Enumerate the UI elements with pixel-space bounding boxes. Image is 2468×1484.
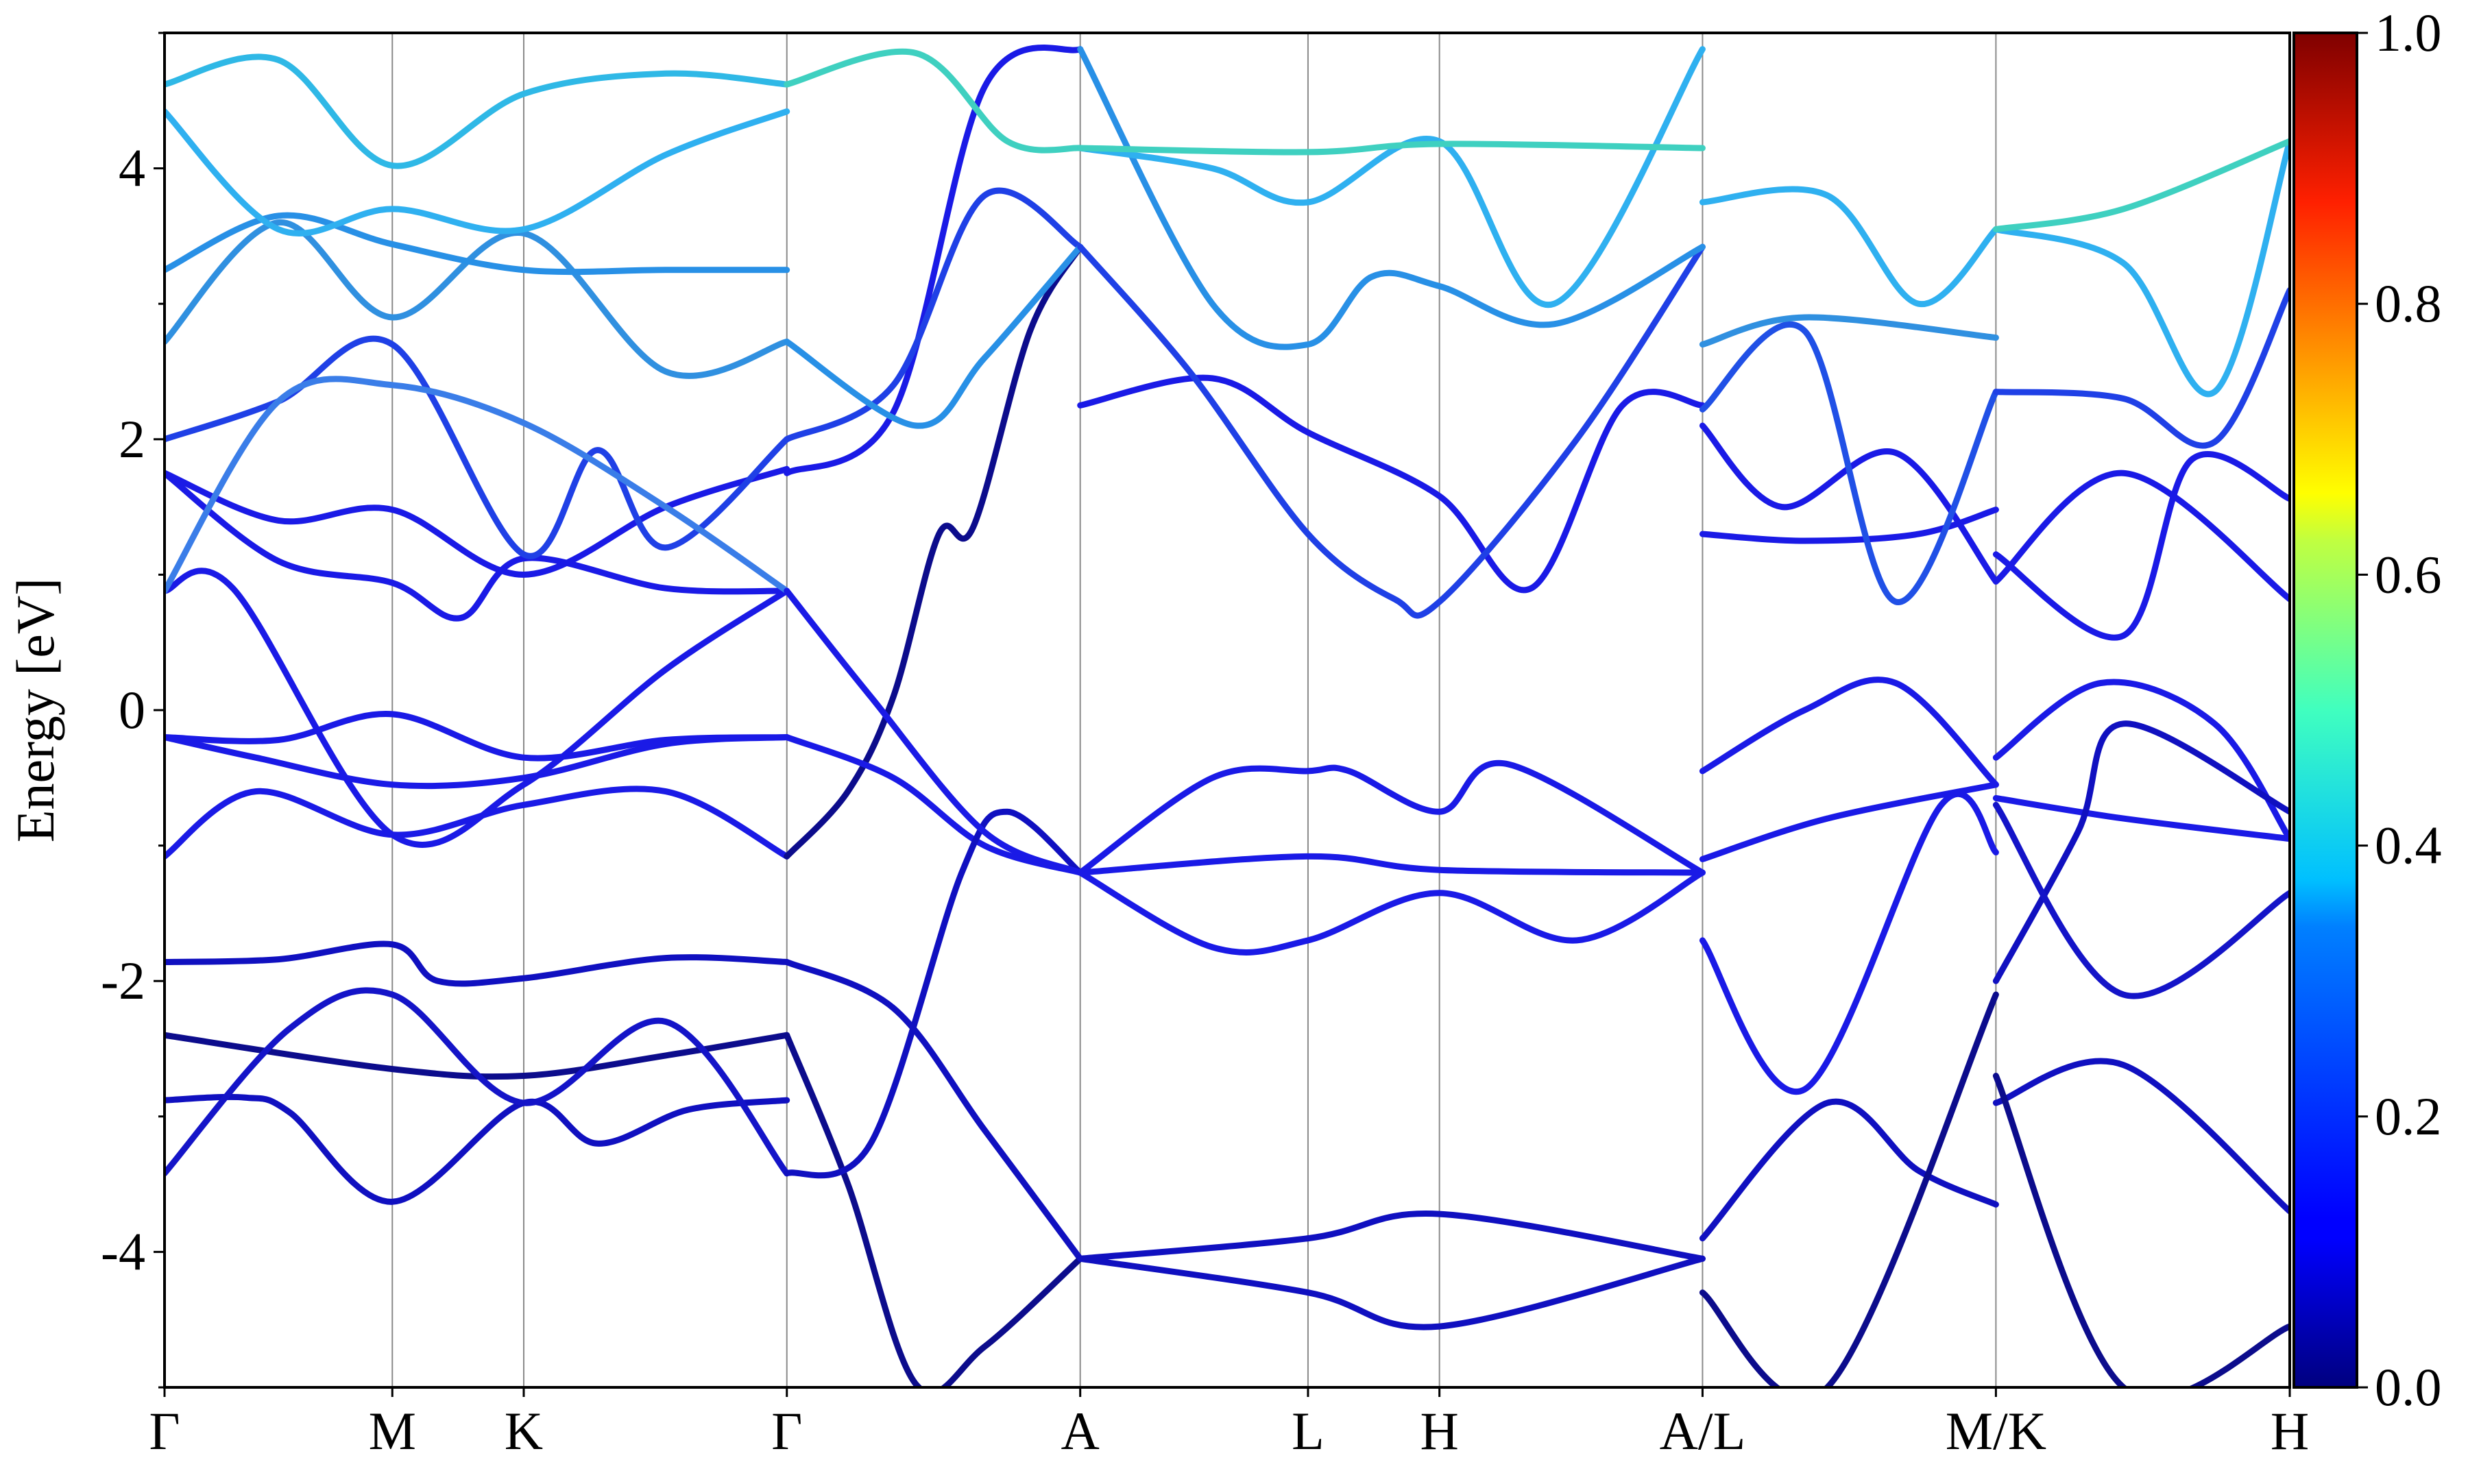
band-line xyxy=(1077,374,1706,594)
band-line xyxy=(1077,46,1706,308)
band-line xyxy=(784,243,1084,429)
band-line xyxy=(784,808,1084,1179)
band-line xyxy=(165,53,790,169)
band-line xyxy=(1992,470,2290,603)
colorbar-tick-label: 0.0 xyxy=(2375,1357,2442,1417)
colorbar-ticks: 0.0 0.2 0.4 0.6 0.8 1.0 xyxy=(2357,3,2442,1417)
x-tick-label: M xyxy=(369,1401,416,1461)
band-line xyxy=(165,940,790,987)
y-tick-label: -4 xyxy=(101,1221,145,1281)
band-line xyxy=(165,734,790,790)
band-line xyxy=(784,734,1084,876)
band-line xyxy=(1077,1255,1706,1330)
high-symmetry-gridlines xyxy=(391,33,1997,1387)
band-line xyxy=(784,587,1084,876)
band-line xyxy=(165,108,790,236)
x-axis: Γ M K Γ A L H A/L M/K H xyxy=(149,1387,2309,1461)
band-line xyxy=(165,212,790,276)
y-axis-label: Energy [eV] xyxy=(5,578,65,842)
plot-frame xyxy=(163,32,2291,1389)
band-line xyxy=(784,959,1084,1262)
band-line xyxy=(1699,314,1999,348)
colorbar-gradient xyxy=(2292,32,2358,1389)
x-tick-label: H xyxy=(2271,1401,2309,1461)
band-line xyxy=(165,1093,790,1205)
band-line xyxy=(1992,794,2290,842)
y-tick-label: 2 xyxy=(119,409,145,469)
x-tick-label: L xyxy=(1292,1401,1324,1461)
x-tick-label: K xyxy=(505,1401,543,1461)
y-tick-label: 0 xyxy=(119,680,145,740)
band-line xyxy=(1077,46,1706,350)
x-tick-label: A/L xyxy=(1660,1401,1746,1461)
band-line xyxy=(1992,451,2290,641)
band-line xyxy=(784,1032,1084,1387)
y-axis: -4 -2 0 2 4 xyxy=(101,32,165,1389)
band-line xyxy=(1077,1211,1706,1262)
band-line xyxy=(784,45,1084,476)
band-line xyxy=(1077,243,1706,619)
band-line xyxy=(1699,677,1999,788)
y-tick-label: 4 xyxy=(119,138,145,198)
band-line xyxy=(1992,679,2290,842)
colorbar-tick-label: 1.0 xyxy=(2375,3,2442,62)
band-line xyxy=(1992,1058,2290,1215)
band-line xyxy=(1699,422,1999,585)
band-line xyxy=(1699,1098,1999,1242)
band-line xyxy=(165,470,790,622)
x-tick-label: Γ xyxy=(771,1401,802,1461)
band-line xyxy=(784,243,1084,860)
band-line xyxy=(1699,991,1999,1387)
band-line xyxy=(1699,321,1999,605)
band-line xyxy=(1077,853,1706,876)
y-tick-label: -2 xyxy=(101,951,145,1010)
x-tick-label: H xyxy=(1420,1401,1458,1461)
x-tick-label: M/K xyxy=(1946,1401,2046,1461)
band-line xyxy=(1992,801,2290,999)
band-line xyxy=(165,786,790,860)
band-line xyxy=(165,465,790,578)
band-line xyxy=(1992,720,2290,984)
band-line xyxy=(784,48,1084,154)
band-line xyxy=(1699,186,1999,307)
band-line xyxy=(1077,759,1706,876)
colorbar-tick-label: 0.8 xyxy=(2375,273,2442,333)
band-line xyxy=(165,987,790,1177)
band-line xyxy=(1992,1073,2290,1387)
colorbar: 0.0 0.2 0.4 0.6 0.8 1.0 xyxy=(2292,3,2442,1417)
colorbar-tick-label: 0.6 xyxy=(2375,544,2442,604)
band-line xyxy=(784,187,1084,443)
band-lines xyxy=(165,45,2290,1387)
band-line xyxy=(1699,790,1999,1095)
band-line xyxy=(165,711,790,762)
band-line xyxy=(165,1032,790,1080)
band-line xyxy=(165,219,790,379)
band-line xyxy=(1077,141,1706,156)
band-line xyxy=(1077,869,1706,956)
x-tick-label: Γ xyxy=(149,1401,180,1461)
colorbar-tick-label: 0.2 xyxy=(2375,1086,2442,1146)
band-line xyxy=(1992,287,2290,449)
colorbar-tick-label: 0.4 xyxy=(2375,816,2442,875)
band-line xyxy=(165,376,790,594)
band-line xyxy=(1992,138,2290,232)
band-line xyxy=(165,568,790,848)
band-line xyxy=(1992,138,2290,398)
x-tick-label: A xyxy=(1061,1401,1100,1461)
